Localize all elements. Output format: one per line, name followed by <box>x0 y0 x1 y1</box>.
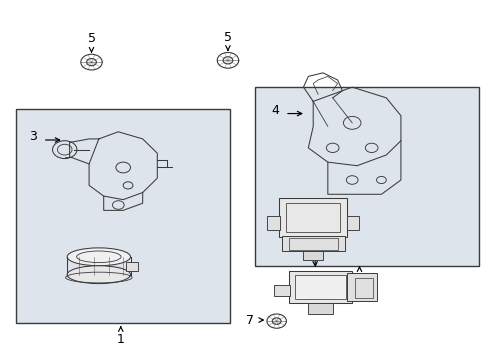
Text: 2: 2 <box>356 274 364 287</box>
Text: 6: 6 <box>307 215 315 228</box>
Bar <box>347 216 360 230</box>
Bar <box>287 203 340 232</box>
Text: 4: 4 <box>271 104 279 117</box>
Ellipse shape <box>67 266 130 284</box>
Text: 7: 7 <box>246 314 254 327</box>
Bar <box>289 271 352 303</box>
Bar <box>16 109 230 323</box>
Bar <box>255 87 479 266</box>
Bar <box>294 275 346 299</box>
Text: 5: 5 <box>88 32 96 45</box>
Ellipse shape <box>67 248 130 266</box>
Text: 3: 3 <box>28 130 36 143</box>
Bar <box>274 285 290 296</box>
Bar <box>282 237 345 251</box>
Text: 5: 5 <box>224 31 232 44</box>
Bar <box>347 273 376 301</box>
Bar <box>289 238 338 249</box>
Bar <box>355 278 373 298</box>
Bar <box>303 251 323 260</box>
Bar <box>279 198 347 237</box>
Bar <box>308 302 333 314</box>
Bar <box>125 262 138 271</box>
Bar <box>267 216 280 230</box>
Text: 1: 1 <box>117 333 124 346</box>
